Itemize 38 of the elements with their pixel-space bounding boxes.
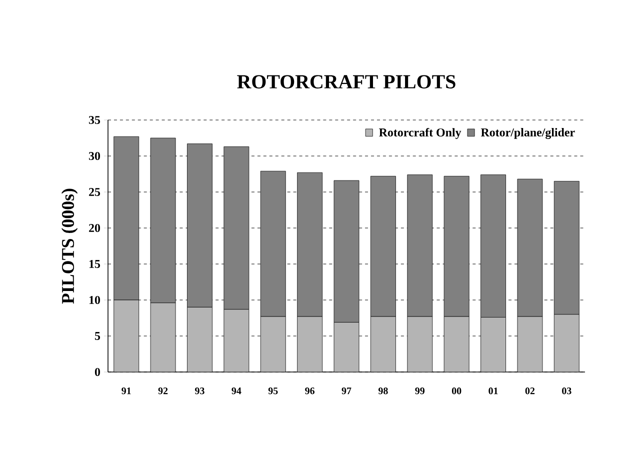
x-tick-label: 93 <box>195 388 204 394</box>
x-tick-label: 94 <box>232 388 242 394</box>
bar <box>297 316 323 372</box>
y-axis-title: PILOTS (000s) <box>61 188 78 304</box>
x-tick-label: 96 <box>305 388 314 394</box>
bar <box>444 316 470 372</box>
x-tick-label: 03 <box>562 388 572 394</box>
y-tick-label: 10 <box>89 296 100 304</box>
bar <box>150 302 176 372</box>
y-tick-label: 15 <box>89 260 100 268</box>
bar <box>260 316 286 372</box>
bar <box>370 316 396 372</box>
x-tick-label: 02 <box>525 388 535 394</box>
bar <box>480 317 506 372</box>
y-tick-label: 30 <box>88 152 100 160</box>
y-tick-label: 20 <box>89 224 100 232</box>
chart-title: ROTORCRAFT PILOTS <box>237 75 456 88</box>
y-tick-label: 25 <box>89 188 100 196</box>
bar <box>114 300 140 372</box>
x-tick-label: 99 <box>415 388 425 394</box>
x-tick-label: 00 <box>452 388 462 394</box>
y-tick-label: 5 <box>94 332 100 340</box>
bar <box>334 322 360 372</box>
bar <box>187 307 212 372</box>
bar <box>224 309 250 372</box>
bar <box>517 316 543 372</box>
x-tick-label: 92 <box>158 388 168 394</box>
x-tick-label: 01 <box>488 388 498 394</box>
y-tick-label: 35 <box>88 116 100 124</box>
x-tick-label: 95 <box>268 388 278 394</box>
bar <box>554 314 580 372</box>
legend-label: Rotorcraft Only <box>379 128 462 139</box>
bar <box>407 316 433 372</box>
x-tick-label: 97 <box>342 388 352 394</box>
x-tick-label: 98 <box>378 388 388 394</box>
y-tick-label: 0 <box>94 368 100 376</box>
x-tick-label: 91 <box>122 388 131 394</box>
legend-label: Rotor/plane/glider <box>480 128 575 139</box>
